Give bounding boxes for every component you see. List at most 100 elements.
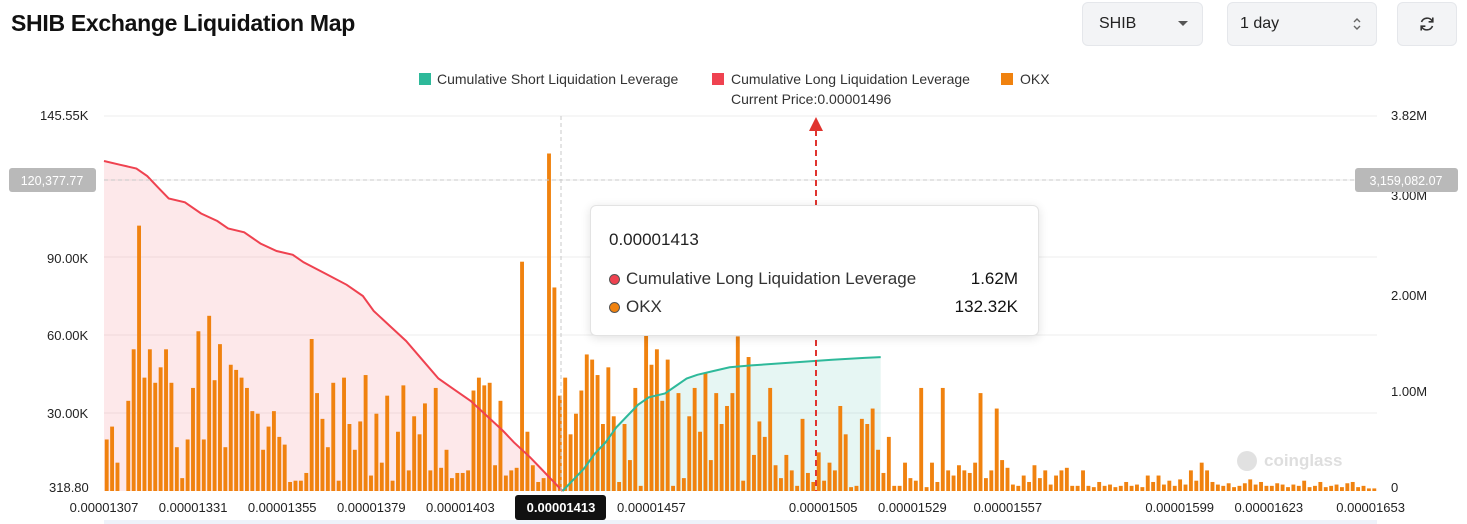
okx-bar[interactable] <box>627 460 632 491</box>
okx-bar[interactable] <box>698 431 702 491</box>
okx-bar[interactable] <box>1102 485 1107 491</box>
okx-bar[interactable] <box>1199 462 1204 491</box>
okx-bar[interactable] <box>1118 485 1123 491</box>
okx-bar[interactable] <box>908 478 913 491</box>
okx-bar[interactable] <box>946 470 951 491</box>
okx-bar[interactable] <box>611 416 616 491</box>
okx-bar[interactable] <box>951 475 956 491</box>
okx-bar[interactable] <box>671 485 676 491</box>
okx-bar[interactable] <box>622 424 627 491</box>
okx-bar[interactable] <box>574 413 578 491</box>
okx-bar[interactable] <box>805 472 810 491</box>
okx-bar[interactable] <box>369 475 373 491</box>
okx-bar[interactable] <box>1140 487 1145 491</box>
okx-bar[interactable] <box>1296 485 1301 491</box>
okx-bar[interactable] <box>385 395 390 491</box>
okx-bar[interactable] <box>174 447 179 491</box>
legend-label-okx[interactable]: OKX <box>1020 71 1050 87</box>
okx-bar[interactable] <box>476 377 481 491</box>
okx-bar[interactable] <box>757 421 762 491</box>
okx-bar[interactable] <box>1194 480 1199 491</box>
okx-bar[interactable] <box>563 377 568 491</box>
okx-bar[interactable] <box>271 411 276 491</box>
okx-bar[interactable] <box>482 385 487 491</box>
okx-bar[interactable] <box>1269 485 1274 491</box>
okx-bar[interactable] <box>223 447 228 491</box>
okx-bar[interactable] <box>126 400 131 491</box>
okx-bar[interactable] <box>196 331 201 491</box>
okx-bar[interactable] <box>1366 488 1371 491</box>
okx-bar[interactable] <box>1097 481 1102 491</box>
period-select[interactable]: 1 day <box>1227 2 1377 46</box>
okx-bar[interactable] <box>460 472 465 491</box>
okx-bar[interactable] <box>1280 484 1285 491</box>
okx-bar[interactable] <box>822 480 827 491</box>
okx-bar[interactable] <box>924 487 929 491</box>
okx-bar[interactable] <box>444 449 449 491</box>
okx-bar[interactable] <box>153 382 158 491</box>
okx-bar[interactable] <box>406 470 411 491</box>
okx-bar[interactable] <box>158 367 163 491</box>
okx-bar[interactable] <box>185 439 190 491</box>
okx-bar[interactable] <box>584 354 589 491</box>
okx-bar[interactable] <box>1032 465 1037 491</box>
okx-bar[interactable] <box>180 478 185 491</box>
okx-bar[interactable] <box>633 387 638 491</box>
okx-bar[interactable] <box>735 336 740 491</box>
okx-bar[interactable] <box>800 418 805 491</box>
okx-bar[interactable] <box>1091 487 1096 491</box>
okx-bar[interactable] <box>1005 467 1010 491</box>
okx-bar[interactable] <box>282 444 287 491</box>
okx-bar[interactable] <box>1156 475 1161 491</box>
okx-bar[interactable] <box>417 434 422 491</box>
okx-bar[interactable] <box>838 405 843 491</box>
okx-bar[interactable] <box>660 400 665 491</box>
okx-bar[interactable] <box>870 408 875 491</box>
okx-bar[interactable] <box>784 454 789 491</box>
okx-bar[interactable] <box>207 315 212 491</box>
okx-bar[interactable] <box>1340 487 1344 491</box>
okx-bar[interactable] <box>1070 485 1075 491</box>
okx-bar[interactable] <box>1075 485 1080 491</box>
okx-bar[interactable] <box>935 481 940 491</box>
okx-bar[interactable] <box>234 369 239 491</box>
okx-bar[interactable] <box>320 418 325 491</box>
okx-bar[interactable] <box>471 390 476 491</box>
okx-bar[interactable] <box>325 447 330 491</box>
okx-bar[interactable] <box>773 465 778 491</box>
okx-bar[interactable] <box>892 485 897 491</box>
refresh-button[interactable] <box>1397 2 1457 46</box>
okx-bar[interactable] <box>520 261 524 491</box>
okx-bar[interactable] <box>638 485 643 491</box>
okx-bar[interactable] <box>606 367 611 491</box>
okx-bar[interactable] <box>994 408 999 491</box>
okx-bar[interactable] <box>509 470 514 491</box>
okx-bar[interactable] <box>557 395 562 491</box>
okx-bar[interactable] <box>719 424 724 491</box>
okx-bar[interactable] <box>665 359 670 491</box>
okx-bar[interactable] <box>1010 484 1015 491</box>
okx-bar[interactable] <box>579 390 584 491</box>
okx-bar[interactable] <box>245 387 249 491</box>
okx-bar[interactable] <box>428 470 433 491</box>
okx-bar[interactable] <box>654 349 659 491</box>
okx-bar[interactable] <box>455 472 460 491</box>
okx-bar[interactable] <box>989 470 994 491</box>
okx-bar[interactable] <box>423 403 427 491</box>
okx-bar[interactable] <box>1027 481 1032 491</box>
okx-bar[interactable] <box>762 436 767 491</box>
okx-bar[interactable] <box>228 364 233 491</box>
okx-bar[interactable] <box>1205 470 1210 491</box>
okx-bar[interactable] <box>967 472 972 491</box>
okx-bar[interactable] <box>876 449 880 491</box>
okx-bar[interactable] <box>1016 485 1021 491</box>
okx-bar[interactable] <box>1248 479 1253 491</box>
okx-bar[interactable] <box>978 393 983 491</box>
okx-bar[interactable] <box>363 375 368 491</box>
okx-bar[interactable] <box>374 413 379 491</box>
okx-bar[interactable] <box>1356 487 1361 491</box>
okx-bar[interactable] <box>342 377 346 491</box>
okx-bar[interactable] <box>1059 470 1064 491</box>
okx-bar[interactable] <box>1108 484 1112 491</box>
okx-bar[interactable] <box>859 418 864 491</box>
